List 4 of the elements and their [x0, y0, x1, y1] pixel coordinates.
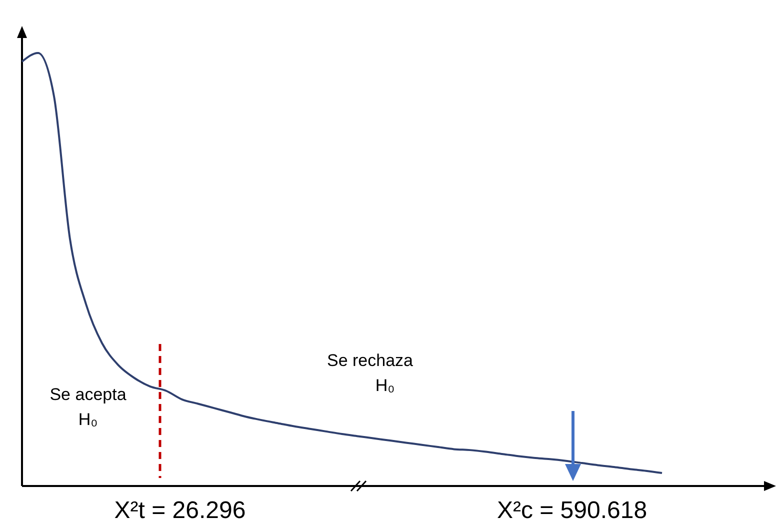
annotation: Se rechaza H₀: [327, 351, 414, 395]
text: X²t = 26.296: [114, 497, 246, 524]
annotation: Se acepta H₀: [50, 385, 127, 429]
text: X²c = 590.618: [496, 497, 648, 524]
